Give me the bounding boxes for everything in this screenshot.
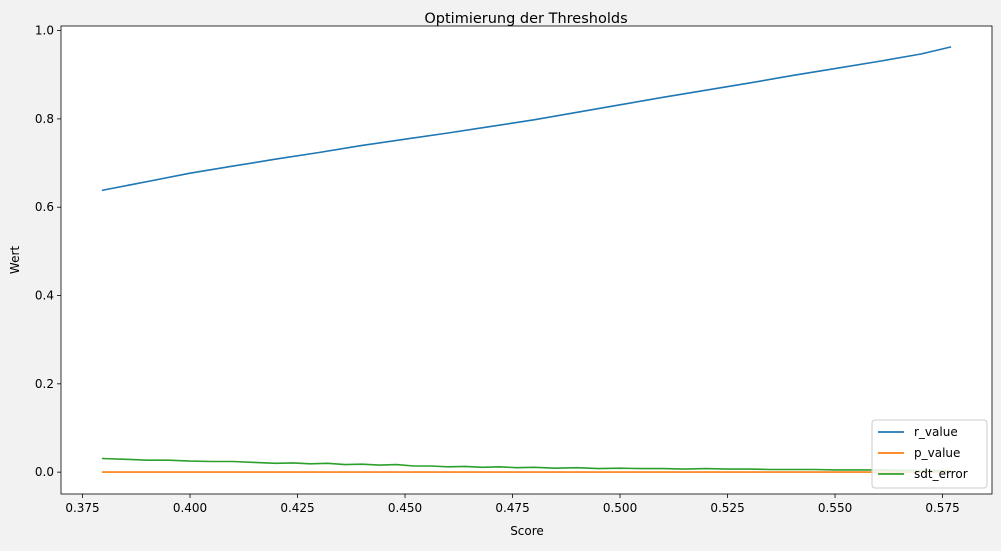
series-layer <box>101 46 952 473</box>
x-tick-label: 0.450 <box>388 501 422 515</box>
y-tick-label: 0.2 <box>35 377 54 391</box>
y-tick-label: 0.4 <box>35 289 54 303</box>
x-axis-label: Score <box>510 524 544 538</box>
plot-area <box>60 25 993 495</box>
y-tick-label: 1.0 <box>35 24 54 38</box>
x-tick-label: 0.475 <box>495 501 529 515</box>
x-tick-label: 0.375 <box>65 501 99 515</box>
x-tick-label: 0.425 <box>280 501 314 515</box>
x-tick-label: 0.525 <box>710 501 744 515</box>
legend: r_value p_value sdt_error <box>871 419 988 489</box>
x-tick-label: 0.575 <box>925 501 959 515</box>
y-tick-label: 0.8 <box>35 112 54 126</box>
y-axis-label: Wert <box>8 246 22 274</box>
legend-label: sdt_error <box>914 467 968 481</box>
y-tick-label: 0.0 <box>35 465 54 479</box>
y-axis-ticks: 0.0 0.2 0.4 0.6 0.8 1.0 <box>35 24 61 479</box>
chart-title: Optimierung der Thresholds <box>424 11 627 27</box>
series-line-r-value <box>101 46 952 192</box>
series-line-sdt-error <box>101 457 952 472</box>
x-tick-label: 0.500 <box>603 501 637 515</box>
x-axis-ticks: 0.375 0.400 0.425 0.450 0.475 0.500 0.525 0.550… <box>65 494 960 515</box>
legend-label: r_value <box>914 425 958 439</box>
legend-box <box>871 419 988 489</box>
legend-label: p_value <box>914 446 960 460</box>
x-tick-label: 0.550 <box>818 501 852 515</box>
x-tick-label: 0.400 <box>173 501 207 515</box>
y-tick-label: 0.6 <box>35 200 54 214</box>
